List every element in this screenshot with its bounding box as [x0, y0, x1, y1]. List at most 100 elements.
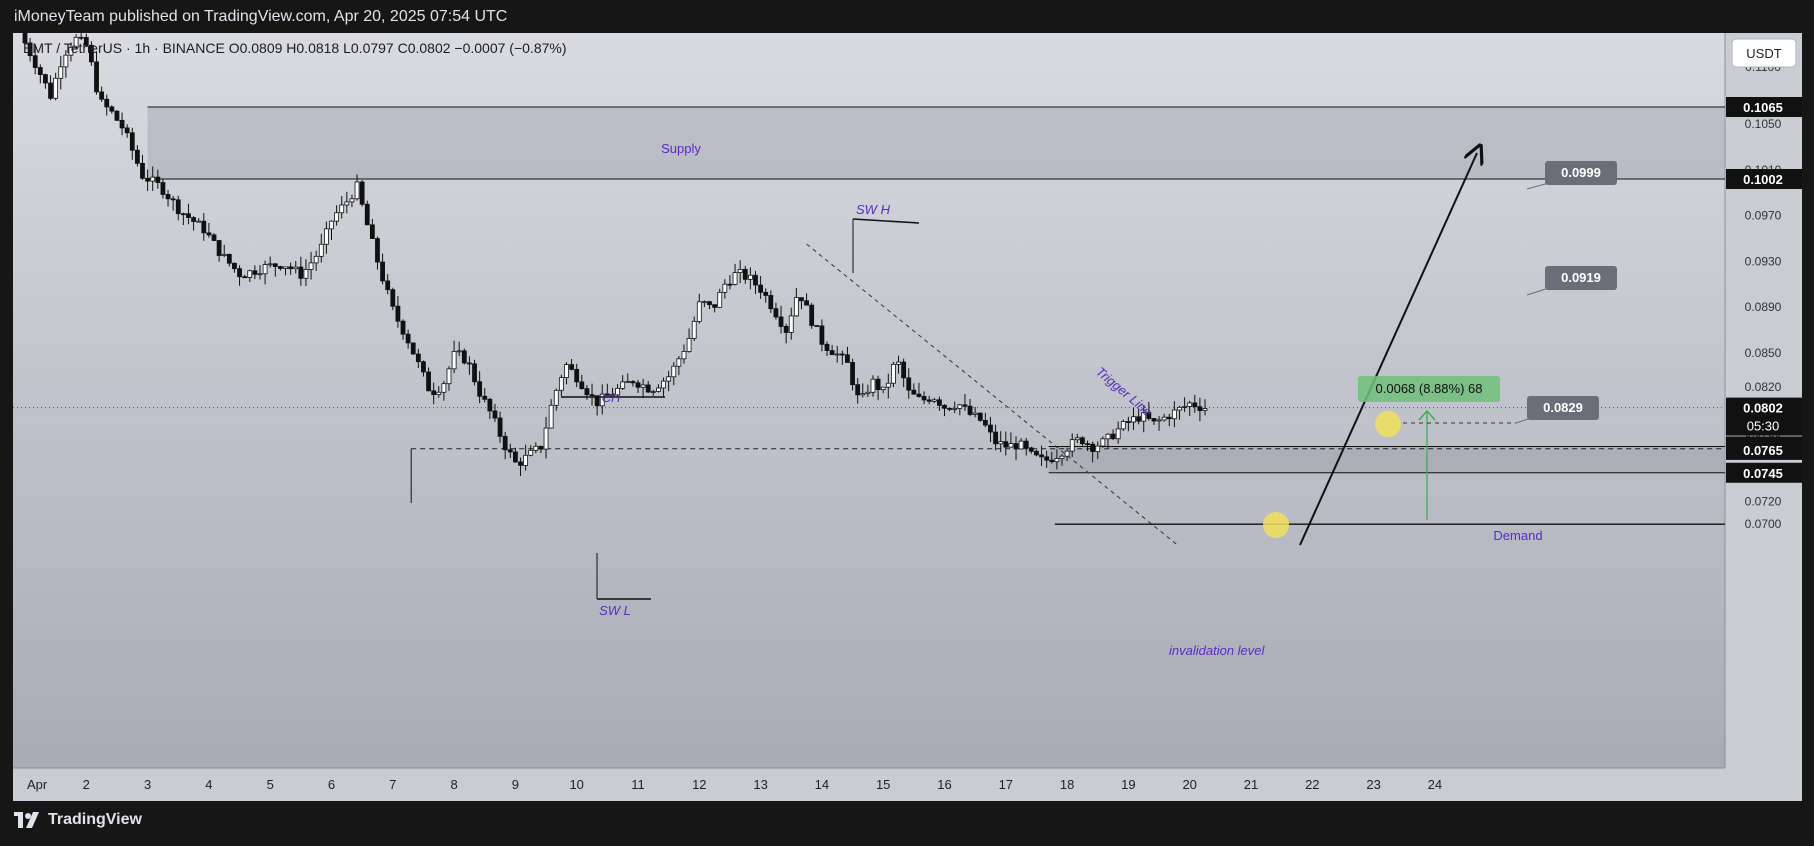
candle-body-down	[497, 417, 503, 437]
candle	[1049, 451, 1055, 464]
sw-h-label: SW H	[856, 202, 891, 217]
candle	[482, 388, 488, 403]
target-badge: 0.0829	[1515, 396, 1599, 424]
candle-body-up	[885, 382, 891, 388]
candle-body-up	[1095, 445, 1101, 452]
candle-body-up	[1141, 412, 1147, 422]
x-tick-label: 16	[937, 777, 951, 792]
candle	[359, 180, 365, 207]
candle	[921, 391, 927, 405]
lines-layer	[13, 243, 1725, 546]
target-badge-pointer	[1526, 287, 1550, 296]
candle-body-down	[839, 353, 845, 356]
symbol-title[interactable]: BMT / TetherUS · 1h · BINANCE O0.0809 H0…	[23, 40, 567, 56]
candle	[957, 403, 963, 416]
candle	[1156, 416, 1162, 431]
candle	[134, 145, 140, 167]
candle	[175, 195, 181, 221]
candle	[850, 358, 855, 391]
candle-body-up	[262, 264, 268, 275]
candle-body-down	[758, 284, 763, 293]
candle-body-up	[650, 391, 656, 393]
highlight-circle	[1263, 512, 1289, 538]
candle-body-down	[410, 342, 416, 355]
candle	[502, 431, 508, 460]
candle	[834, 345, 840, 363]
candle-body-up	[339, 204, 345, 214]
candle	[885, 373, 891, 399]
candle	[73, 34, 79, 50]
candle	[538, 445, 544, 454]
candle-body-down	[109, 106, 115, 112]
candle-body-down	[461, 350, 467, 364]
price-axis-badge: 0.1002	[1726, 169, 1802, 190]
candle-body-down	[1126, 421, 1131, 423]
x-tick-label: 18	[1060, 777, 1074, 792]
candle	[778, 305, 784, 334]
candle-body-down	[594, 395, 600, 407]
candle	[165, 189, 171, 207]
candle	[247, 269, 253, 283]
candle-body-down	[850, 362, 855, 386]
target-badge-label: 0.0919	[1561, 270, 1601, 285]
candle-body-up	[548, 404, 554, 429]
candle	[487, 397, 493, 420]
candle	[891, 361, 896, 388]
price-badge-label: 0.0745	[1743, 466, 1783, 481]
time-axis-panel[interactable]	[13, 768, 1725, 801]
candle-body-up	[998, 441, 1004, 445]
candle-body-down	[124, 127, 130, 134]
candle-body-down	[988, 424, 993, 433]
candle	[446, 366, 452, 391]
candle	[1171, 401, 1177, 428]
y-tick-label: 0.0700	[1745, 517, 1782, 531]
candle-body-down	[129, 132, 135, 151]
candle-body-up	[747, 274, 753, 280]
candle-body-up	[1064, 450, 1070, 457]
candle-body-up	[610, 394, 615, 397]
tradingview-brand[interactable]: TradingView	[14, 808, 142, 832]
candle-body-down	[1003, 441, 1009, 448]
candle-body-up	[860, 393, 866, 396]
candle	[400, 319, 406, 340]
chart-frame[interactable]: Supply Demand invalidation level Trigger Li…	[13, 26, 1802, 801]
candle-body-up	[293, 266, 299, 270]
bar-countdown-label: 05:30	[1747, 419, 1780, 434]
candle	[257, 265, 263, 280]
candle	[604, 383, 610, 396]
candle	[196, 218, 202, 223]
candle-body-down	[114, 110, 120, 121]
candle-body-up	[620, 381, 626, 389]
zones-layer	[147, 106, 1726, 474]
candle	[129, 127, 135, 160]
candle-body-down	[160, 182, 166, 195]
candle-body-down	[482, 395, 488, 400]
candle	[431, 382, 437, 405]
candle	[702, 300, 707, 307]
price-badges-layer: 0.10650.10020.080205:300.07680.07650.074…	[1726, 97, 1802, 483]
publisher-line: iMoneyTeam published on TradingView.com,…	[14, 8, 508, 25]
candle	[916, 382, 922, 398]
candle	[1003, 431, 1009, 456]
candle	[364, 200, 370, 226]
candle-body-down	[43, 74, 48, 84]
x-tick-label: 5	[267, 777, 274, 792]
candle-body-down	[211, 234, 217, 241]
candle	[533, 442, 539, 454]
candle	[727, 275, 733, 290]
candle-body-up	[865, 391, 871, 395]
candle	[1023, 437, 1029, 456]
currency-button[interactable]: USDT	[1731, 38, 1797, 68]
candle-body-up	[553, 389, 559, 406]
candle-body-down	[712, 304, 718, 308]
demand-zone	[1048, 446, 1725, 473]
candle	[390, 287, 396, 311]
candle-body-up	[558, 377, 564, 391]
candle	[768, 290, 774, 314]
candle-body-down	[507, 449, 513, 453]
highlight-circle	[1375, 411, 1401, 437]
current-price-badge-bg	[1726, 397, 1802, 436]
price-badge-bg	[1726, 97, 1802, 118]
candle	[650, 389, 656, 396]
